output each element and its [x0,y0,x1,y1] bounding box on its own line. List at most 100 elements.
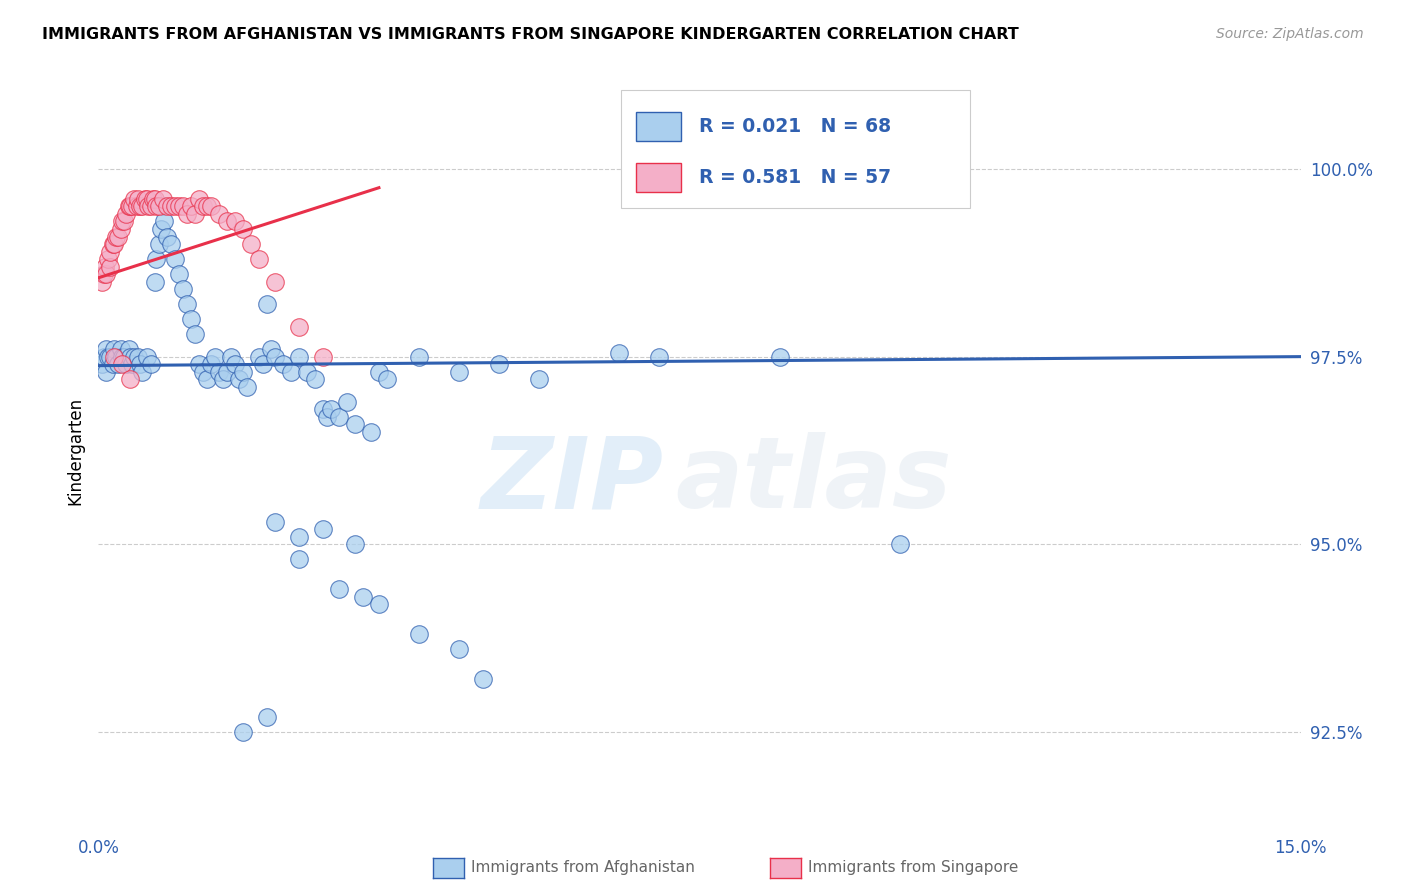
Point [195,199,218,213]
Point [408,627,430,641]
Point [488,357,510,371]
Point [232,365,254,379]
Point [228,372,250,386]
Point [336,394,359,409]
Point [148,237,170,252]
Point [200,199,222,213]
Point [111,357,134,371]
Point [271,357,294,371]
Point [247,252,270,266]
Point [97,252,120,266]
Point [115,207,138,221]
Point [343,537,366,551]
Point [112,350,135,364]
Point [149,222,172,236]
FancyBboxPatch shape [636,163,682,192]
Point [176,297,198,311]
Point [187,357,209,371]
Point [368,598,391,612]
Point [183,327,205,342]
Point [139,199,162,213]
Point [115,357,138,371]
Point [125,199,148,213]
Point [91,275,114,289]
Point [183,207,205,221]
Point [232,222,254,236]
Point [215,214,238,228]
Point [263,275,285,289]
Point [609,346,631,360]
Point [107,229,129,244]
Point [219,350,242,364]
Point [239,237,262,252]
Point [97,350,120,364]
Point [100,350,122,364]
Text: IMMIGRANTS FROM AFGHANISTAN VS IMMIGRANTS FROM SINGAPORE KINDERGARTEN CORRELATIO: IMMIGRANTS FROM AFGHANISTAN VS IMMIGRANT… [42,27,1019,42]
Point [172,282,194,296]
Point [155,229,177,244]
Point [287,530,309,544]
FancyBboxPatch shape [621,90,970,208]
Point [124,192,146,206]
Point [191,199,214,213]
Point [295,365,318,379]
Point [111,214,134,228]
Point [131,365,153,379]
Point [148,199,170,213]
Point [287,319,309,334]
Point [247,350,270,364]
Point [447,642,470,657]
Point [224,357,246,371]
Point [129,357,152,371]
Point [232,725,254,739]
Point [112,214,135,228]
Point [472,673,495,687]
Point [889,537,911,551]
Point [107,357,129,371]
Point [153,214,176,228]
Point [129,199,152,213]
Point [143,275,166,289]
Point [180,199,202,213]
Point [256,297,278,311]
Point [120,350,142,364]
Point [252,357,274,371]
Point [105,229,128,244]
Text: Source: ZipAtlas.com: Source: ZipAtlas.com [1216,27,1364,41]
Point [167,267,190,281]
Point [93,267,115,281]
Point [94,342,117,356]
Point [96,267,118,281]
Point [131,199,153,213]
Point [103,237,125,252]
Point [159,199,181,213]
Point [211,372,233,386]
Point [145,199,167,213]
Point [343,417,366,432]
Point [187,192,209,206]
Point [143,192,166,206]
Point [328,409,350,424]
Point [135,192,157,206]
FancyBboxPatch shape [636,112,682,141]
Point [256,710,278,724]
Point [224,214,246,228]
Point [235,379,257,393]
Point [648,350,671,364]
Point [768,350,790,364]
Point [352,590,374,604]
Point [103,350,125,364]
Point [120,199,142,213]
Point [145,252,167,266]
Text: ZIP: ZIP [481,433,664,529]
Point [263,515,285,529]
Text: Immigrants from Afghanistan: Immigrants from Afghanistan [471,861,695,875]
Point [304,372,326,386]
Point [93,350,115,364]
Point [155,199,177,213]
Point [101,237,124,252]
Point [172,199,194,213]
Point [315,409,337,424]
Point [135,350,157,364]
Point [328,582,350,597]
